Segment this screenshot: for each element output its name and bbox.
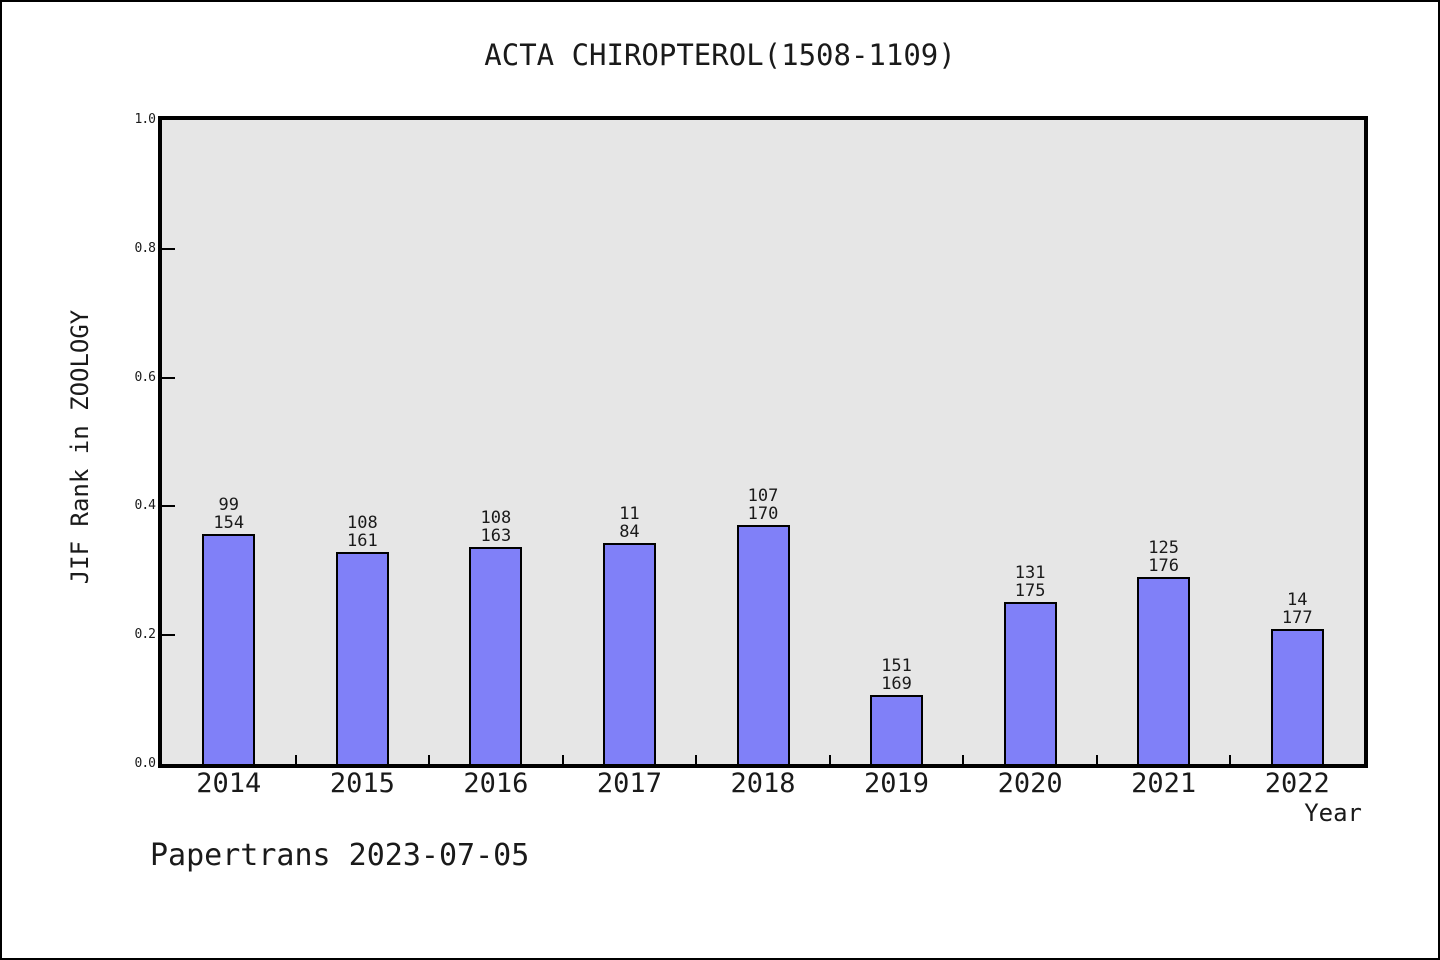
bar-value-line: 176 xyxy=(1148,556,1180,577)
y-tick-label: 1.0 xyxy=(134,112,156,127)
y-tick-mark xyxy=(162,505,175,508)
bar-value-line: 107 xyxy=(747,486,779,507)
plot-area: 99 154 2014 108 161 2015 108 163 2016 11 84 2017 107… xyxy=(158,116,1368,799)
bar-value-line: 151 xyxy=(881,656,912,677)
x-tick-label-2015: 2015 xyxy=(329,768,395,799)
x-tick-label-2018: 2018 xyxy=(730,768,796,799)
bar-2017 xyxy=(602,543,656,764)
x-tick-label-2021: 2021 xyxy=(1131,768,1197,799)
x-tick-label-2017: 2017 xyxy=(596,768,662,799)
bar-2016 xyxy=(469,546,523,764)
x-tick-label-2014: 2014 xyxy=(196,768,262,799)
bar-2020 xyxy=(1003,602,1057,764)
bar-value-label-2015: 108 161 xyxy=(302,514,422,550)
x-tick-label-2016: 2016 xyxy=(463,768,529,799)
bar-value-line: 170 xyxy=(747,504,779,525)
y-tick-label: 0.0 xyxy=(134,756,156,771)
y-tick-label: 0.6 xyxy=(134,369,156,385)
bar-value-label-2017: 11 84 xyxy=(569,505,689,541)
x-minor-tick xyxy=(294,755,297,764)
bar-value-line: 125 xyxy=(1148,538,1180,559)
y-tick-mark xyxy=(162,376,175,379)
x-minor-tick xyxy=(428,755,431,764)
bar-value-line: 11 xyxy=(619,504,640,525)
chart-title: ACTA CHIROPTEROL(1508-1109) xyxy=(484,38,956,72)
bar-value-line: 108 xyxy=(480,507,512,528)
y-tick-label: 0.4 xyxy=(134,498,156,514)
bar-value-line: 154 xyxy=(213,513,245,534)
y-tick-mark xyxy=(162,634,175,637)
y-tick-label: 0.2 xyxy=(134,627,156,643)
x-tick-label-2022: 2022 xyxy=(1264,768,1330,799)
y-axis-label: JIF Rank in ZOOLOGY xyxy=(66,309,94,585)
bar-value-line: 177 xyxy=(1281,608,1313,629)
bar-value-line: 108 xyxy=(346,513,378,534)
bar-value-line: 131 xyxy=(1014,563,1046,584)
bar-value-line: 161 xyxy=(346,531,378,552)
bar-value-line: 84 xyxy=(619,522,640,543)
bar-2022 xyxy=(1270,629,1324,764)
bar-value-line: 169 xyxy=(881,674,912,695)
bar-2018 xyxy=(736,525,790,764)
bar-value-label-2014: 99 154 xyxy=(169,496,289,532)
x-axis-label: Year xyxy=(1304,799,1362,827)
x-minor-tick xyxy=(561,755,564,764)
bar-2014 xyxy=(202,534,256,764)
bar-2015 xyxy=(335,552,389,764)
y-tick-label: 0.8 xyxy=(134,240,156,256)
bar-value-line: 99 xyxy=(218,495,239,516)
bar-value-label-2022: 14 177 xyxy=(1237,591,1357,627)
bar-value-line: 163 xyxy=(480,525,512,546)
x-minor-tick xyxy=(828,755,831,764)
bar-value-line: 14 xyxy=(1286,590,1308,611)
bar-value-label-2016: 108 163 xyxy=(436,509,556,545)
bar-value-line: 175 xyxy=(1014,581,1046,602)
footer-watermark: Papertrans 2023-07-05 xyxy=(150,838,530,873)
x-minor-tick xyxy=(1095,755,1098,764)
x-tick-label-2020: 2020 xyxy=(997,768,1063,799)
x-minor-tick xyxy=(1229,755,1232,764)
bar-2021 xyxy=(1137,577,1191,764)
x-minor-tick xyxy=(962,755,965,764)
y-tick-mark xyxy=(162,247,175,250)
bar-value-label-2019: 151 169 xyxy=(837,657,957,693)
bar-value-label-2018: 107 170 xyxy=(703,487,823,523)
bar-2019 xyxy=(870,695,924,764)
bar-value-label-2021: 125 176 xyxy=(1104,539,1224,575)
bar-value-label-2020: 131 175 xyxy=(970,564,1090,600)
x-minor-tick xyxy=(695,755,698,764)
x-tick-label-2019: 2019 xyxy=(864,768,930,799)
